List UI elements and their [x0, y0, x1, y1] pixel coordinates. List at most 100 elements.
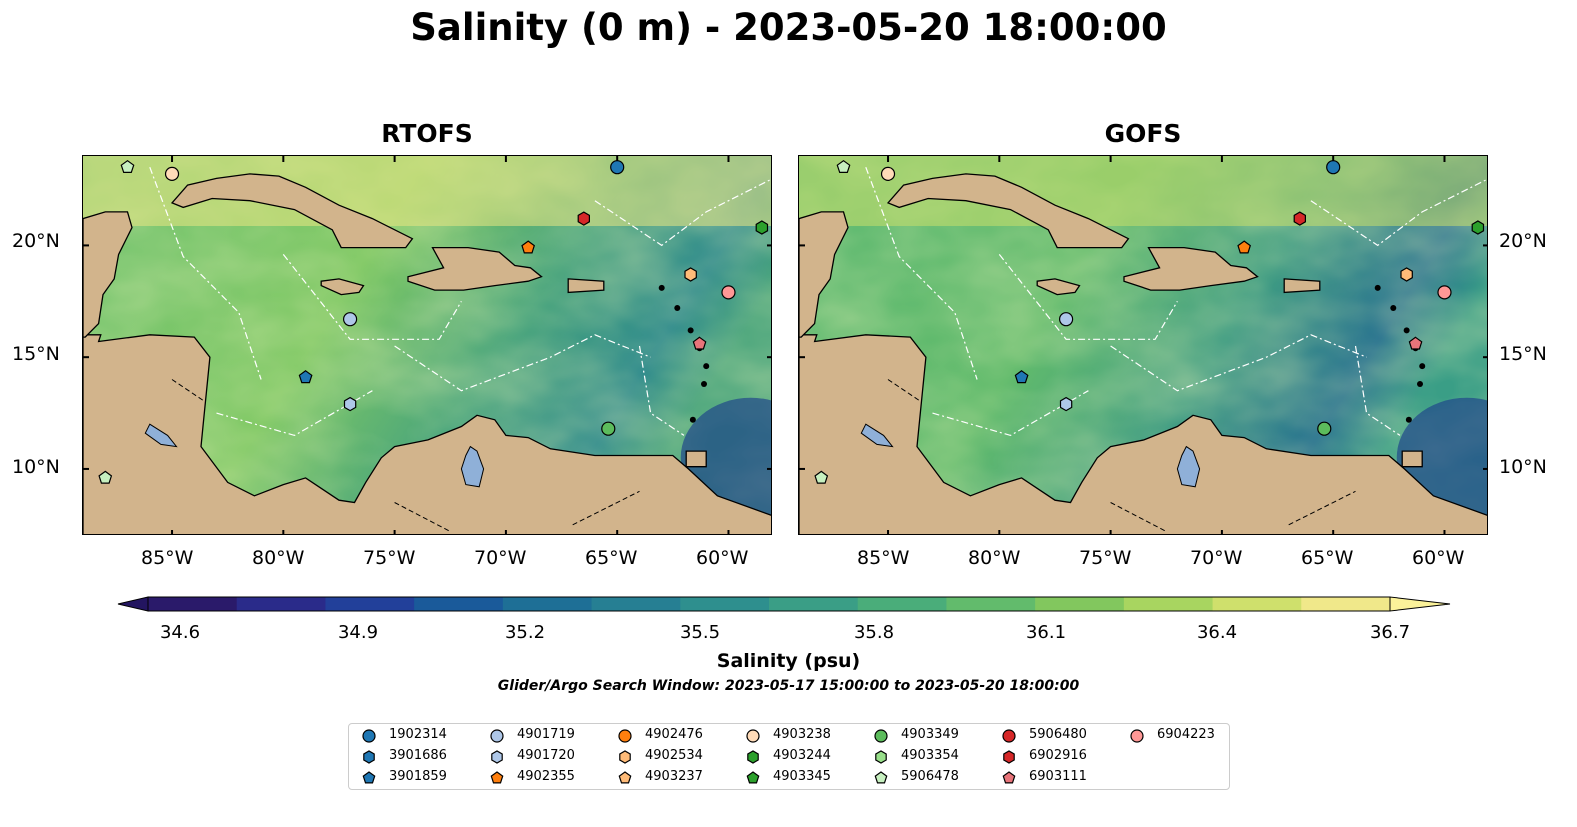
float-marker-6903111	[692, 336, 707, 350]
legend-marker-3901686	[363, 750, 375, 764]
legend-label: 6904223	[1157, 727, 1215, 742]
colorbar-extend-max	[1389, 596, 1451, 612]
lon-label-75w-rtofs: 75°W	[363, 547, 416, 569]
lake-maracaibo	[1176, 445, 1201, 488]
colorbar-frame	[147, 596, 1391, 612]
legend-marker-4903237	[618, 771, 632, 784]
land-cuba	[886, 173, 1130, 249]
float-legend: 1902314 3901686 3901859 4901719 4901720 49023…	[348, 723, 1230, 790]
lat-label-20n-right: 20°N	[1499, 230, 1547, 252]
legend-marker-4902476	[618, 729, 632, 743]
cbar-tick-5: 36.1	[1025, 622, 1067, 643]
colorbar-segment	[1123, 597, 1214, 611]
island	[658, 284, 665, 291]
legend-label: 4903244	[773, 748, 831, 763]
island	[1374, 284, 1381, 291]
legend-marker-4903345	[746, 771, 760, 784]
float-marker-5906478	[836, 159, 851, 173]
float-marker-5906478	[120, 159, 135, 173]
legend-marker-1902314	[362, 729, 376, 743]
lat-label-10n-right: 10°N	[1499, 456, 1547, 478]
float-marker-4902534	[684, 267, 697, 282]
eez-boundary	[998, 254, 1178, 340]
country-border	[394, 502, 451, 532]
legend-label: 5906480	[1029, 727, 1087, 742]
float-marker-1902314	[610, 160, 625, 175]
colorbar-segment	[857, 597, 947, 611]
lon-label-65w-rtofs: 65°W	[585, 547, 638, 569]
lat-label-15n-left: 15°N	[12, 343, 60, 365]
float-marker-4903238	[880, 166, 896, 181]
float-marker-6903111	[1408, 336, 1423, 350]
island	[703, 363, 710, 370]
land-mexico-yucatan	[799, 211, 849, 338]
eez-boundary	[594, 178, 771, 247]
island	[689, 416, 696, 423]
colorbar-extend-min	[117, 596, 149, 612]
lon-label-70w-gofs: 70°W	[1190, 547, 1243, 569]
eez-boundary	[638, 345, 685, 436]
legend-label: 4903349	[901, 727, 959, 742]
cbar-tick-3: 35.5	[679, 622, 721, 643]
float-marker-6902916	[1293, 211, 1306, 226]
lat-label-20n-left: 20°N	[12, 230, 60, 252]
float-marker-3901859	[298, 370, 313, 384]
legend-label: 4901719	[517, 727, 575, 742]
land-hispaniola	[407, 246, 543, 291]
lon-label-85w-gofs: 85°W	[857, 547, 910, 569]
float-marker-5906478	[98, 470, 113, 484]
float-marker-4903349	[1317, 421, 1332, 436]
legend-marker-5906478	[874, 771, 888, 784]
legend-marker-5906480	[1002, 729, 1016, 743]
panel-title-gofs: GOFS	[1104, 119, 1182, 148]
float-marker-5906478	[814, 470, 829, 484]
lat-label-10n-left: 10°N	[12, 456, 60, 478]
float-marker-1902314	[1326, 160, 1341, 175]
colorbar-segment	[680, 597, 770, 611]
legend-label: 4902476	[645, 727, 703, 742]
land-jamaica	[1036, 278, 1081, 296]
legend-marker-4901720	[491, 750, 503, 764]
cbar-tick-6: 36.4	[1196, 622, 1238, 643]
legend-marker-4903349	[874, 729, 888, 743]
float-marker-4901719	[1058, 312, 1074, 327]
cbar-tick-0: 34.6	[159, 622, 201, 643]
eez-boundary	[282, 254, 462, 340]
figure-title: Salinity (0 m) - 2023-05-20 18:00:00	[410, 6, 1167, 49]
float-marker-6904223	[1437, 285, 1452, 300]
legend-marker-6904223	[1130, 729, 1144, 743]
colorbar-segment	[769, 597, 859, 611]
colorbar-segment	[1212, 597, 1302, 611]
colorbar-segment	[414, 597, 504, 611]
lake-maracaibo	[460, 445, 485, 488]
legend-label: 4903237	[645, 769, 703, 784]
island	[1419, 363, 1426, 370]
legend-marker-4903238	[746, 729, 760, 743]
eez-boundary	[394, 334, 651, 392]
colorbar-segment	[946, 597, 1036, 611]
country-border	[887, 379, 922, 403]
float-marker-6904223	[721, 285, 736, 300]
legend-marker-4902355	[490, 771, 504, 784]
float-marker-4902355	[521, 240, 536, 254]
island	[687, 327, 694, 334]
lon-label-75w-gofs: 75°W	[1079, 547, 1132, 569]
colorbar-segment	[325, 597, 415, 611]
island	[1403, 327, 1410, 334]
float-marker-4903244	[755, 220, 769, 235]
country-border	[171, 379, 206, 403]
land-hispaniola	[1123, 246, 1259, 291]
float-marker-4901720	[1059, 396, 1073, 412]
land-jamaica	[320, 278, 365, 296]
float-marker-4901719	[342, 312, 358, 327]
lake-nicaragua	[860, 423, 894, 448]
island	[674, 305, 681, 311]
float-marker-4902355	[1237, 240, 1252, 254]
rtofs-map	[82, 155, 772, 535]
lon-label-60w-gofs: 60°W	[1412, 547, 1465, 569]
panel-title-rtofs: RTOFS	[381, 119, 473, 148]
island	[701, 381, 707, 387]
float-marker-3901859	[1014, 370, 1029, 384]
country-border	[1110, 502, 1167, 532]
land-puerto-rico	[567, 278, 605, 294]
